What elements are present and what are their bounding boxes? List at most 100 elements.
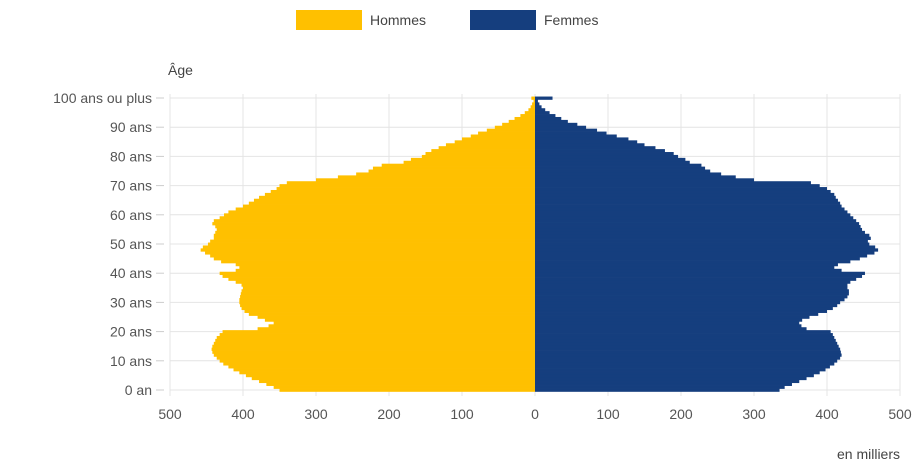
bar-femmes-age-87 xyxy=(535,134,617,138)
bar-hommes-age-98 xyxy=(532,102,535,106)
bar-femmes-age-38 xyxy=(535,277,857,281)
bar-hommes-age-4 xyxy=(251,376,535,381)
bar-femmes-age-12 xyxy=(535,353,842,357)
bar-femmes-age-42 xyxy=(535,265,835,270)
bar-femmes-age-19 xyxy=(535,333,833,337)
bars xyxy=(200,96,879,392)
bar-hommes-age-53 xyxy=(213,233,536,238)
y-tick-label: 80 ans xyxy=(110,148,152,164)
bar-hommes-age-86 xyxy=(462,137,535,141)
bar-femmes-age-3 xyxy=(535,379,800,384)
bar-hommes-age-13 xyxy=(212,350,535,354)
x-tick-labels: 500 400 300 200 100 0 100 200 300 400 500 xyxy=(158,406,912,422)
bar-hommes-age-14 xyxy=(211,347,536,351)
bar-femmes-age-71 xyxy=(535,181,811,185)
x-tick-label: 100 xyxy=(450,406,474,422)
bar-femmes-age-48 xyxy=(535,248,879,252)
bar-femmes-age-78 xyxy=(535,160,690,165)
bar-hommes-age-39 xyxy=(222,274,535,278)
bar-hommes-age-19 xyxy=(219,333,535,337)
bar-hommes-age-0 xyxy=(279,388,535,392)
bar-hommes-age-73 xyxy=(337,175,535,179)
y-tick-label: 70 ans xyxy=(110,178,152,194)
bar-femmes-age-37 xyxy=(535,280,851,284)
x-tick-label: 200 xyxy=(377,406,401,422)
bar-femmes-age-59 xyxy=(535,216,854,220)
bar-hommes-age-2 xyxy=(266,382,535,386)
bar-femmes-age-21 xyxy=(535,327,807,331)
legend-swatch-hommes xyxy=(296,10,362,30)
bar-femmes-age-41 xyxy=(535,268,842,273)
bar-hommes-age-56 xyxy=(215,225,535,229)
bar-femmes-age-79 xyxy=(535,157,686,162)
bar-femmes-age-76 xyxy=(535,166,706,170)
bar-hommes-age-30 xyxy=(239,300,535,305)
bar-femmes-age-61 xyxy=(535,210,848,214)
y-tick-label: 20 ans xyxy=(110,324,152,340)
bar-hommes-age-62 xyxy=(235,207,535,211)
bar-hommes-age-84 xyxy=(445,143,535,147)
bar-femmes-age-56 xyxy=(535,225,861,229)
x-tick-label: 300 xyxy=(742,406,766,422)
bar-femmes-age-14 xyxy=(535,347,841,351)
bar-femmes-age-0 xyxy=(535,388,780,392)
bar-hommes-age-79 xyxy=(410,157,535,162)
bar-hommes-age-54 xyxy=(215,230,535,235)
bar-hommes-age-43 xyxy=(235,262,535,267)
bar-femmes-age-26 xyxy=(535,312,819,316)
bar-femmes-age-67 xyxy=(535,192,835,197)
bar-femmes-age-74 xyxy=(535,172,722,176)
bar-hommes-age-63 xyxy=(243,204,535,208)
bar-femmes-age-55 xyxy=(535,227,863,232)
bar-femmes-age-25 xyxy=(535,315,810,319)
bar-hommes-age-71 xyxy=(286,181,535,185)
bar-hommes-age-26 xyxy=(248,312,535,316)
bar-hommes-age-46 xyxy=(210,254,535,258)
bar-hommes-age-10 xyxy=(219,359,535,363)
bar-femmes-age-34 xyxy=(535,289,849,293)
bar-femmes-age-9 xyxy=(535,362,835,366)
bar-hommes-age-42 xyxy=(239,265,535,270)
bar-femmes-age-39 xyxy=(535,274,863,278)
bar-hommes-age-76 xyxy=(372,166,535,170)
bar-femmes-age-58 xyxy=(535,219,857,223)
bar-femmes-age-96 xyxy=(535,108,546,112)
legend: Hommes Femmes xyxy=(296,10,598,30)
bar-hommes-age-35 xyxy=(243,286,535,290)
bar-femmes-age-53 xyxy=(535,233,870,238)
bar-femmes-age-95 xyxy=(535,111,550,115)
bar-hommes-age-44 xyxy=(221,260,535,264)
bar-hommes-age-51 xyxy=(210,239,535,243)
bar-hommes-age-38 xyxy=(228,277,535,281)
bar-femmes-age-70 xyxy=(535,184,820,188)
bar-hommes-age-68 xyxy=(270,189,535,194)
bar-femmes-age-62 xyxy=(535,207,845,211)
bar-femmes-age-83 xyxy=(535,146,656,150)
bar-femmes-age-75 xyxy=(535,169,711,173)
bar-femmes-age-22 xyxy=(535,324,802,328)
bar-hommes-age-29 xyxy=(240,303,535,308)
bar-hommes-age-9 xyxy=(223,362,536,366)
bar-femmes-age-4 xyxy=(535,376,807,381)
legend-swatch-femmes xyxy=(470,10,536,30)
bar-hommes-age-55 xyxy=(216,227,535,232)
bar-hommes-age-18 xyxy=(216,335,535,340)
bar-hommes-age-92 xyxy=(508,119,535,124)
y-tick-label: 100 ans ou plus xyxy=(53,90,152,106)
bar-femmes-age-57 xyxy=(535,222,860,226)
bar-femmes-age-7 xyxy=(535,368,826,372)
legend-label-hommes: Hommes xyxy=(370,12,426,28)
bar-femmes-age-28 xyxy=(535,306,833,311)
bar-femmes-age-5 xyxy=(535,373,814,378)
bar-hommes-age-25 xyxy=(257,315,535,319)
bar-femmes-age-27 xyxy=(535,309,827,313)
bar-femmes-age-8 xyxy=(535,365,830,369)
bar-hommes-age-47 xyxy=(205,251,536,255)
y-tick-label: 0 an xyxy=(125,382,152,398)
bar-femmes-age-44 xyxy=(535,260,851,264)
bar-hommes-age-66 xyxy=(259,195,535,200)
x-tick-label: 400 xyxy=(231,406,255,422)
bar-hommes-age-15 xyxy=(212,344,535,349)
bar-hommes-age-7 xyxy=(233,368,535,372)
bar-hommes-age-75 xyxy=(368,169,535,173)
